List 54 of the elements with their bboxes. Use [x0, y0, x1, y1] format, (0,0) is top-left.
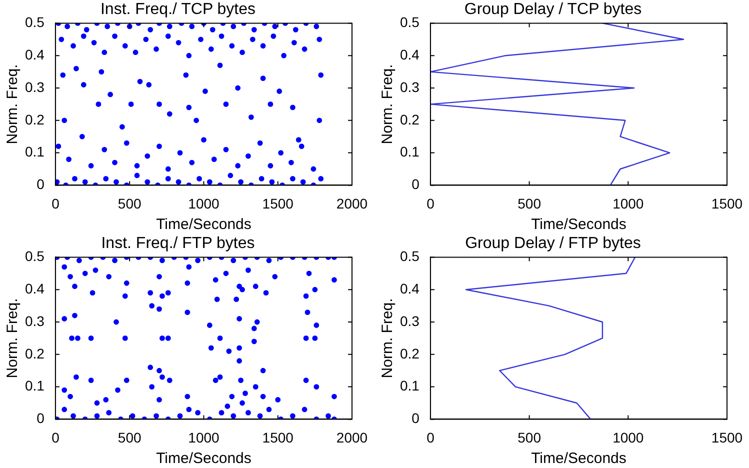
x-tick-label: 1000: [612, 429, 644, 446]
y-tick-label: 0.4: [400, 280, 420, 296]
y-tick-label: 0.5: [24, 248, 45, 264]
y-axis-title: Norm. Freq.: [4, 64, 22, 144]
y-tick-label: 0.4: [24, 46, 45, 62]
y-tick-label: 0.2: [400, 111, 420, 128]
y-tick-label: 0.1: [400, 378, 420, 394]
y-tick-label: 0.5: [400, 14, 420, 30]
x-axis-title: Time/Seconds: [156, 450, 252, 468]
x-tick-label: 2000: [336, 195, 368, 212]
x-tick-label: 0: [52, 195, 60, 212]
x-tick-label: 1000: [188, 195, 220, 212]
x-tick-label: 1500: [711, 429, 743, 446]
y-tick-label: 0: [412, 410, 420, 426]
x-tick-label: 0: [52, 429, 60, 446]
y-tick-label: 0.2: [24, 111, 45, 128]
x-tick-label: 500: [518, 429, 542, 446]
x-tick-label: 0: [426, 429, 435, 446]
y-tick-label: 0.1: [24, 144, 45, 160]
y-tick-label: 0.1: [24, 378, 45, 394]
y-tick-label: 0.3: [400, 312, 420, 329]
y-tick-label: 0: [36, 176, 45, 192]
chart-title: Group Delay / TCP bytes: [464, 1, 642, 18]
y-tick-label: 0.2: [400, 345, 420, 362]
x-axis-title: Time/Seconds: [531, 216, 626, 234]
chart-title: Inst. Freq./ FTP bytes: [101, 235, 255, 252]
y-tick-label: 0.4: [400, 46, 420, 62]
y-axis-title: Norm. Freq.: [379, 64, 396, 144]
chart-title: Group Delay / FTP bytes: [465, 235, 641, 252]
x-tick-label: 2000: [336, 429, 368, 446]
y-axis-title: Norm. Freq.: [4, 298, 22, 378]
x-tick-label: 500: [118, 429, 142, 446]
x-axis-title: Time/Seconds: [531, 450, 626, 468]
x-tick-label: 1500: [711, 195, 743, 212]
x-tick-label: 1500: [262, 429, 294, 446]
y-tick-label: 0.5: [24, 14, 45, 30]
y-tick-label: 0.5: [400, 248, 420, 264]
x-axis-title: Time/Seconds: [156, 216, 252, 234]
y-axis-title: Norm. Freq.: [379, 298, 396, 378]
x-tick-label: 1500: [262, 195, 294, 212]
x-tick-label: 500: [118, 195, 142, 212]
chart-title: Inst. Freq./ TCP bytes: [100, 1, 256, 18]
x-tick-label: 1000: [188, 429, 220, 446]
y-tick-label: 0.3: [24, 78, 45, 95]
y-tick-label: 0.1: [400, 144, 420, 160]
x-tick-label: 0: [426, 195, 435, 212]
x-tick-label: 1000: [612, 195, 644, 212]
y-tick-label: 0.3: [400, 78, 420, 95]
y-tick-label: 0.4: [24, 280, 45, 296]
y-tick-label: 0: [412, 176, 420, 192]
x-tick-label: 500: [518, 195, 542, 212]
y-tick-label: 0: [36, 410, 45, 426]
y-tick-label: 0.3: [24, 312, 45, 329]
y-tick-label: 0.2: [24, 345, 45, 362]
